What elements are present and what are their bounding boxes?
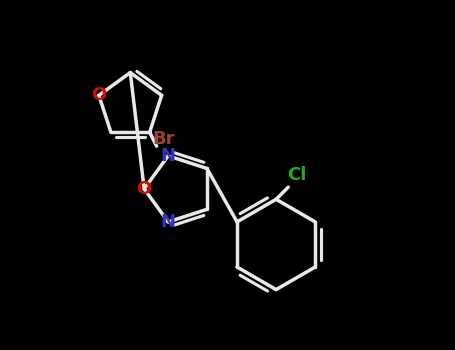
- Text: Br: Br: [152, 130, 175, 148]
- Text: O: O: [91, 86, 106, 104]
- Text: Cl: Cl: [287, 166, 307, 184]
- Text: O: O: [136, 180, 152, 198]
- Text: N: N: [161, 213, 176, 231]
- Text: N: N: [161, 147, 176, 165]
